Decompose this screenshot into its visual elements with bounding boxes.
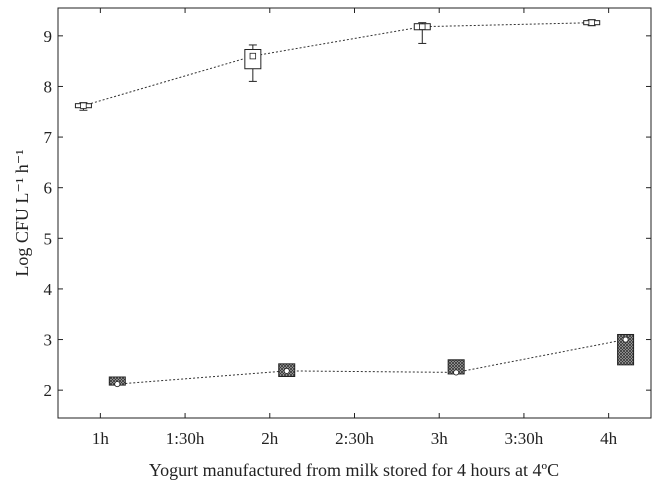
x-tick-label: 2h <box>261 429 279 448</box>
box <box>617 333 635 366</box>
median-marker <box>622 336 629 343</box>
median-marker <box>283 367 290 374</box>
box-plot <box>447 359 465 376</box>
plot-frame <box>57 7 652 419</box>
y-tick-label: 3 <box>44 331 53 350</box>
y-tick-label: 4 <box>44 280 53 299</box>
median-marker <box>249 52 257 60</box>
trend-lines <box>83 22 626 385</box>
median-marker <box>453 369 460 376</box>
x-tick-label: 4h <box>600 429 618 448</box>
box-plot <box>617 333 635 366</box>
x-tick-label: 2:30h <box>335 429 374 448</box>
y-tick-label: 5 <box>44 229 53 248</box>
box-plot <box>244 44 262 82</box>
box-plot <box>74 102 92 111</box>
x-tick-label: 1:30h <box>166 429 205 448</box>
box-plot <box>108 376 126 388</box>
y-tick-label: 2 <box>44 381 53 400</box>
trend-line <box>83 22 592 107</box>
y-axis-label: Log CFU L⁻¹ h⁻¹ <box>12 149 32 276</box>
x-axis-ticks: 1h 1:30h 2h 2:30h 3h 3:30h 4h <box>92 8 618 448</box>
box-plot <box>278 363 296 377</box>
y-tick-label: 6 <box>44 179 53 198</box>
y-tick-label: 7 <box>44 128 53 147</box>
x-axis-label: Yogurt manufactured from milk stored for… <box>149 460 559 480</box>
median-marker <box>114 381 121 388</box>
y-axis-ticks: 2 3 4 5 6 7 8 9 <box>44 27 651 400</box>
box-plot <box>413 22 431 44</box>
median-marker <box>419 23 426 30</box>
median-marker <box>588 19 595 26</box>
x-tick-label: 3:30h <box>505 429 544 448</box>
y-tick-label: 8 <box>44 77 53 96</box>
x-tick-label: 3h <box>431 429 449 448</box>
median-marker <box>80 102 87 109</box>
box-plot <box>583 19 601 27</box>
box-plots <box>74 19 635 388</box>
x-tick-label: 1h <box>92 429 110 448</box>
y-tick-label: 9 <box>44 27 53 46</box>
trend-line <box>117 339 626 385</box>
